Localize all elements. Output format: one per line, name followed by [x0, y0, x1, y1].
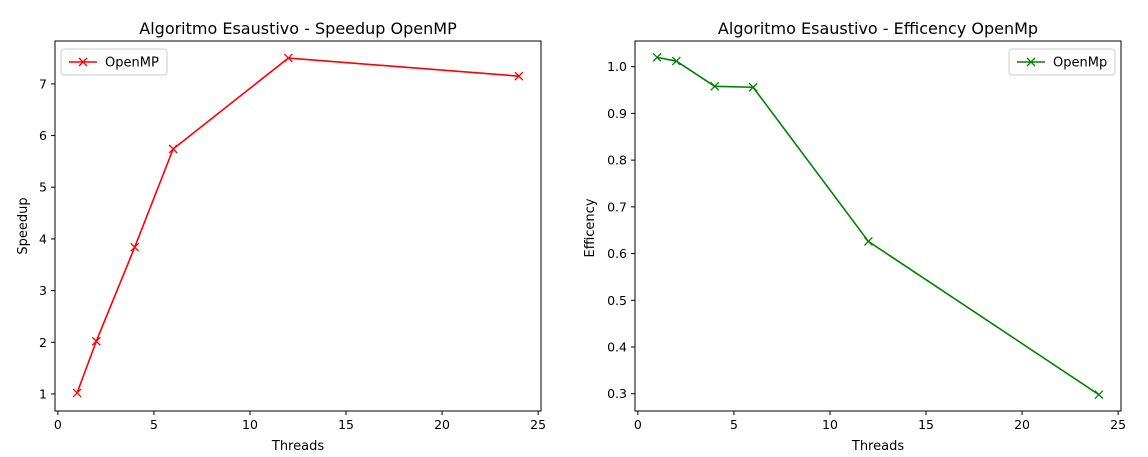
speedup-y-axis-label: Speedup: [16, 197, 31, 254]
efficency-y-tick-label: 0.3: [607, 386, 627, 401]
efficency-legend-marker: [1026, 57, 1036, 67]
speedup-x-tick-label: 15: [338, 417, 354, 432]
speedup-x-axis-label: Threads: [271, 439, 324, 454]
speedup-data-point: [168, 144, 178, 154]
speedup-x-tick-label: 5: [150, 417, 158, 432]
speedup-y-tick-label: 3: [39, 283, 47, 298]
speedup-x-tick-label: 20: [434, 417, 450, 432]
speedup-legend-marker: [78, 57, 88, 67]
speedup-ticks: 0 5 10 15 20 25 1 2 3 4 5 6 7: [39, 76, 546, 432]
efficency-data-point: [748, 82, 758, 92]
efficency-y-axis-label: Efficency: [583, 198, 598, 257]
efficency-data-point: [652, 52, 662, 62]
efficency-series: [652, 52, 1104, 400]
speedup-chart-title: Algoritmo Esaustivo - Speedup OpenMP: [139, 19, 457, 38]
efficency-y-tick-label: 0.6: [607, 246, 627, 261]
efficency-y-tick-label: 0.4: [607, 339, 627, 354]
speedup-x-tick-label: 0: [54, 417, 62, 432]
speedup-y-tick-label: 7: [39, 76, 47, 91]
speedup-plot-frame: [54, 40, 542, 412]
efficency-legend: OpenMp: [1008, 48, 1116, 76]
efficency-chart-title: Algoritmo Esaustivo - Efficency OpenMp: [718, 19, 1038, 38]
speedup-y-tick-label: 6: [39, 128, 47, 143]
efficency-y-tick-label: 0.7: [607, 199, 627, 214]
speedup-y-tick-label: 5: [39, 180, 47, 195]
efficency-legend-box: [1008, 48, 1116, 76]
efficency-x-axis-label: Threads: [851, 439, 904, 454]
efficency-x-tick-label: 0: [634, 417, 642, 432]
speedup-data-point: [72, 388, 82, 398]
efficency-data-point: [671, 56, 681, 66]
speedup-legend-label: OpenMP: [105, 56, 159, 71]
speedup-data-point: [514, 71, 524, 81]
efficency-data-point: [710, 81, 720, 91]
speedup-x-tick-label: 10: [242, 417, 258, 432]
efficency-legend-label: OpenMp: [1053, 56, 1107, 71]
efficency-y-tick-label: 0.9: [607, 106, 627, 121]
efficency-x-tick-label: 5: [730, 417, 738, 432]
speedup-legend: OpenMP: [60, 48, 168, 76]
speedup-legend-box: [60, 48, 168, 76]
efficency-y-tick-label: 0.8: [607, 153, 627, 168]
efficency-x-tick-label: 15: [918, 417, 934, 432]
efficency-data-point: [1094, 390, 1104, 400]
speedup-y-tick-label: 2: [39, 335, 47, 350]
speedup-y-tick-label: 4: [39, 231, 47, 246]
speedup-y-tick-label: 1: [39, 386, 47, 401]
efficency-series-line: [656, 56, 1100, 396]
speedup-x-tick-label: 25: [530, 417, 546, 432]
efficency-data-point: [863, 236, 873, 246]
speedup-data-point: [130, 242, 140, 252]
efficency-x-tick-label: 25: [1110, 417, 1126, 432]
efficency-x-tick-label: 10: [822, 417, 838, 432]
efficency-plot-frame: [634, 40, 1122, 412]
efficency-x-tick-label: 20: [1014, 417, 1030, 432]
speedup-series-line: [76, 57, 519, 394]
efficency-y-tick-label: 0.5: [607, 293, 627, 308]
efficency-ticks: 0 5 10 15 20 25 0.3 0.4 0.5 0.6 0.7 0.8 0.9 1.0: [607, 59, 1126, 432]
speedup-chart: Algoritmo Esaustivo - Speedup OpenMP Thr…: [16, 19, 546, 454]
speedup-data-point: [91, 336, 101, 346]
efficency-y-tick-label: 1.0: [607, 59, 627, 74]
speedup-series: [72, 53, 524, 398]
efficency-chart: Algoritmo Esaustivo - Efficency OpenMp T…: [583, 19, 1126, 454]
speedup-data-point: [283, 53, 293, 63]
